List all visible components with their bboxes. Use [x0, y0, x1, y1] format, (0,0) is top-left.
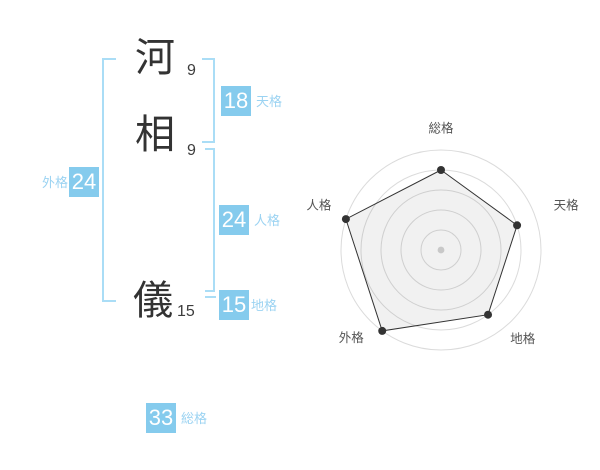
- fortune-radar-chart: 総格天格地格 外格 人格: [300, 113, 590, 365]
- chikaku-tick: [205, 296, 216, 298]
- name-character: 儀: [133, 279, 173, 323]
- radar-data-point: [341, 215, 350, 224]
- radar-data-point: [437, 166, 445, 174]
- radar-axis-label: 天格: [554, 197, 580, 212]
- radar-grid-ring: [420, 229, 462, 271]
- gaikaku-value-badge: 24: [69, 167, 99, 197]
- gaikaku-bracket: [102, 58, 116, 302]
- radar-grid-ring: [340, 149, 542, 351]
- radar-axis-label: 総格: [428, 120, 454, 135]
- stroke-count: 9: [187, 62, 196, 79]
- name-character: 河: [135, 36, 175, 80]
- radar-grid-ring: [400, 209, 482, 291]
- radar-value-polygon: [345, 169, 518, 332]
- name-character: 相: [135, 113, 175, 157]
- radar-data-point: [378, 326, 387, 335]
- tenkaku-bracket: [202, 58, 215, 143]
- radar-data-point: [513, 221, 522, 230]
- radar-data-point: [484, 310, 493, 319]
- jinkaku-bracket: [205, 148, 215, 292]
- radar-grid-ring: [380, 189, 502, 311]
- soukaku-label: 総格: [181, 411, 208, 426]
- radar-axis-label: 地格: [510, 331, 536, 346]
- stroke-count: 9: [187, 142, 196, 159]
- chikaku-label: 地格: [251, 298, 278, 313]
- stroke-count: 15: [177, 303, 195, 320]
- radar-axis-label: 外格: [339, 330, 365, 345]
- radar-center-dot: [437, 246, 445, 254]
- tenkaku-label: 天格: [256, 94, 283, 109]
- gaikaku-label: 外格: [42, 175, 69, 190]
- radar-axis-label: 人格: [306, 197, 332, 212]
- jinkaku-label: 人格: [254, 213, 281, 228]
- soukaku-value-badge: 33: [146, 403, 176, 433]
- jinkaku-value-badge: 24: [219, 205, 249, 235]
- chikaku-value-badge: 15: [219, 290, 249, 320]
- tenkaku-value-badge: 18: [221, 86, 251, 116]
